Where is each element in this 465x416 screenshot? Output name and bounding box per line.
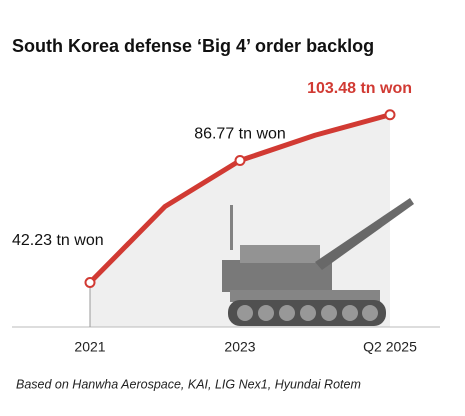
note: Based on Hanwha Aerospace, KAI, LIG Nex1… — [16, 377, 361, 391]
value-label: 86.77 tn won — [194, 126, 286, 143]
howitzer-illustration — [222, 198, 414, 326]
point — [234, 155, 246, 167]
value-label: 103.48 tn won — [307, 80, 412, 97]
x-tick-label: Q2 2025 — [363, 339, 417, 355]
chart-title: South Korea defense ‘Big 4’ order backlo… — [12, 36, 374, 56]
point — [84, 277, 96, 289]
x-tick-label: 2021 — [74, 339, 105, 355]
x-tick-label: 2023 — [224, 339, 255, 355]
point — [384, 109, 396, 121]
value-label: 42.23 tn won — [12, 232, 104, 249]
